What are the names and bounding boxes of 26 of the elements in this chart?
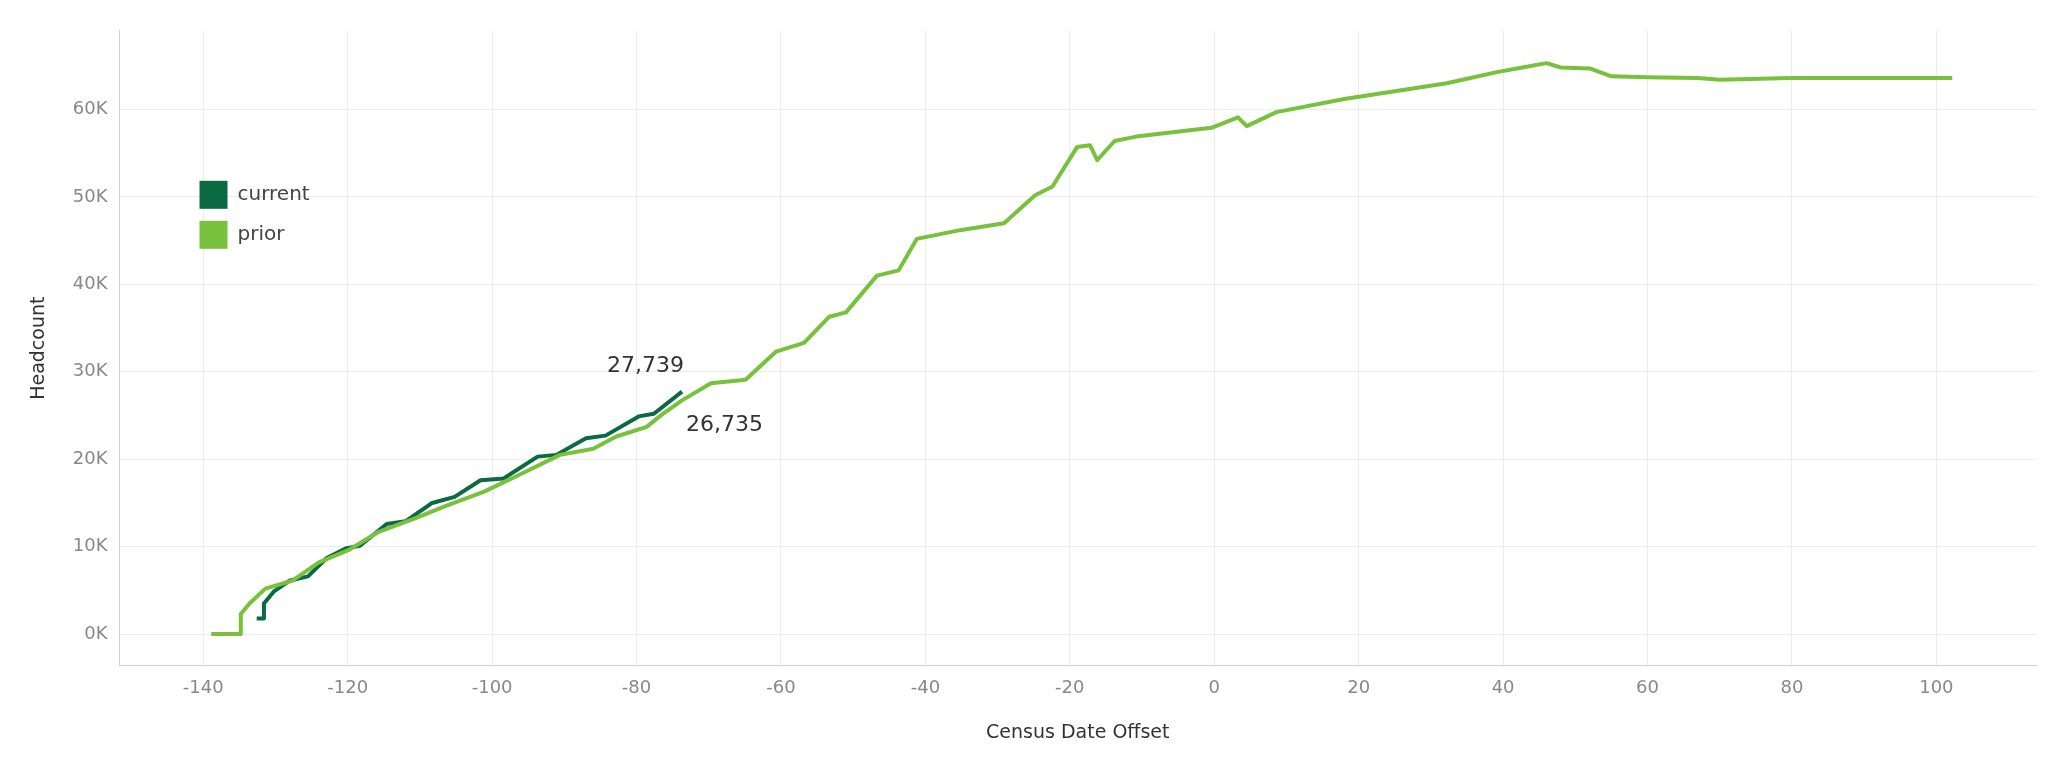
annotation: 26,735 xyxy=(686,411,764,437)
x-tick-label: 100 xyxy=(1919,676,1954,698)
x-tick-label: -20 xyxy=(1055,676,1085,698)
annotation: 27,739 xyxy=(607,352,685,378)
x-tick-label: 60 xyxy=(1636,676,1659,698)
y-tick-label: 0K xyxy=(84,621,109,643)
x-tick-label: 80 xyxy=(1780,676,1804,698)
x-tick-label: 20 xyxy=(1347,676,1371,698)
y-tick-label: 60K xyxy=(72,97,109,119)
y-tick-label: 30K xyxy=(72,359,109,381)
x-tick-label: 40 xyxy=(1491,676,1515,698)
y-tick-label: 40K xyxy=(72,272,109,294)
x-tick-label: -100 xyxy=(471,676,513,698)
x-tick-label: -120 xyxy=(327,676,369,698)
y-tick-label: 20K xyxy=(72,446,109,468)
x-tick-label: -80 xyxy=(621,676,652,698)
y-tick-label: 50K xyxy=(72,184,109,206)
x-axis-title: Census Date Offset xyxy=(986,719,1170,742)
y-axis-title: Headcount xyxy=(26,296,49,400)
y-tick-label: 10K xyxy=(72,534,109,556)
legend-label: current xyxy=(237,181,310,205)
legend-label: prior xyxy=(237,221,286,245)
x-tick-label: 0 xyxy=(1208,676,1220,698)
x-tick-label: -60 xyxy=(766,676,796,698)
x-tick-label: -40 xyxy=(910,676,941,698)
x-tick-label: -140 xyxy=(182,676,224,698)
